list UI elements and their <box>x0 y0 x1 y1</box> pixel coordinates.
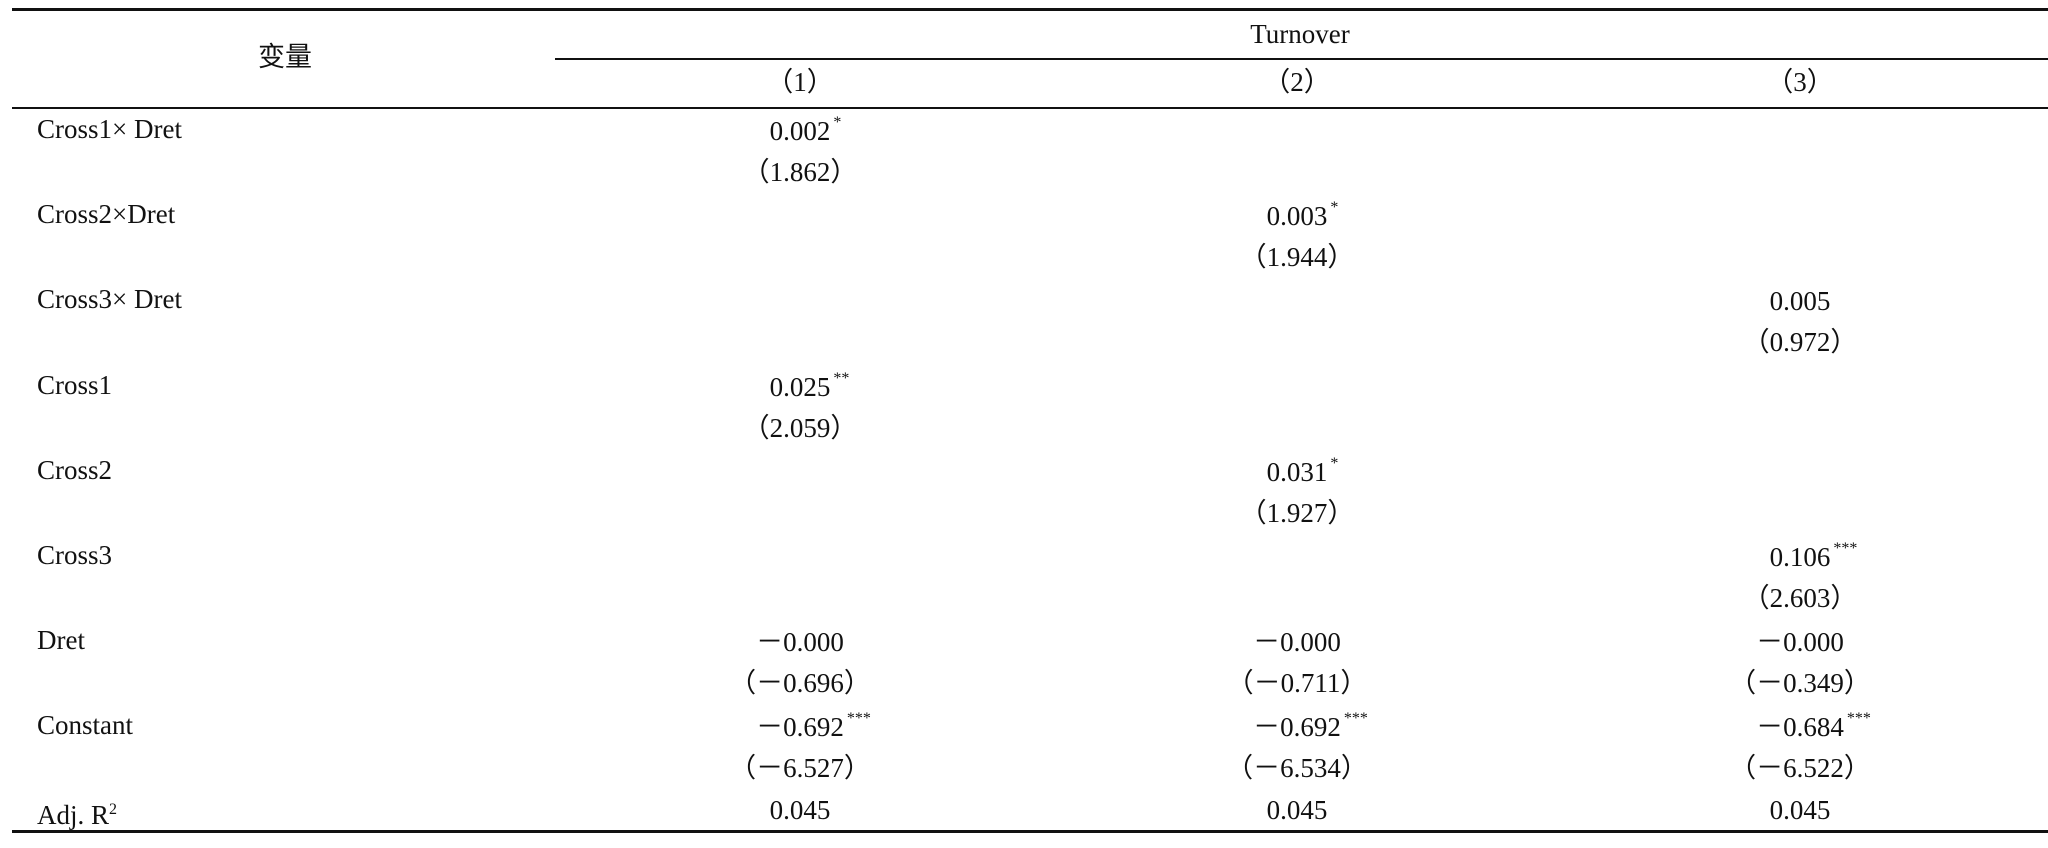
t-statistic: （2.059） <box>742 412 858 443</box>
superscript: 2 <box>109 801 118 818</box>
significance-stars: ** <box>833 369 850 387</box>
coefficient: 0.025 ** <box>770 370 850 402</box>
coefficient: －0.000 <box>756 627 844 658</box>
row-label: Constant <box>37 710 134 741</box>
coefficient: －0.692 *** <box>756 710 871 742</box>
t-statistic: （1.944） <box>1239 242 1355 273</box>
top-rule <box>12 8 2048 11</box>
coefficient: 0.031 * <box>1267 455 1339 487</box>
group-header: Turnover <box>1250 19 1350 49</box>
variable-header: 变量 <box>258 42 312 72</box>
significance-stars: * <box>833 114 842 131</box>
row-label: Dret <box>37 625 85 656</box>
significance-stars: * <box>1330 199 1339 217</box>
row-label: Cross1 <box>37 369 113 400</box>
t-statistic: （0.972） <box>1742 327 1858 358</box>
t-statistic: （1.862） <box>742 157 858 187</box>
t-statistic: （2.603） <box>1742 583 1858 613</box>
group-rule <box>555 58 2048 60</box>
row-label: Cross1× Dret <box>37 114 182 144</box>
significance-stars: *** <box>1846 710 1871 728</box>
coefficient: －0.000 <box>1756 627 1844 658</box>
t-statistic: （－6.534） <box>1226 753 1368 784</box>
column-header: （1） <box>766 67 834 97</box>
row-label: Cross3× Dret <box>37 284 182 315</box>
t-statistic: （－0.696） <box>729 668 871 699</box>
coefficient: 0.106 *** <box>1770 540 1858 572</box>
adj-r2-value: 0.045 <box>1769 795 1831 825</box>
coefficient: 0.005 <box>1769 286 1831 317</box>
t-statistic: （－6.527） <box>729 753 871 784</box>
t-statistic: （－0.711） <box>1226 668 1368 699</box>
column-header: （2） <box>1263 67 1331 97</box>
header-rule <box>12 107 2048 109</box>
row-label: Cross2 <box>37 454 113 485</box>
t-statistic: （－0.349） <box>1729 668 1871 699</box>
column-header: （3） <box>1766 67 1834 97</box>
row-label: Adj. R2 <box>37 800 118 830</box>
adj-r2-value: 0.045 <box>1266 795 1328 825</box>
row-label: Cross2×Dret <box>37 199 176 230</box>
bottom-rule <box>12 830 2048 833</box>
significance-stars: * <box>1330 454 1339 472</box>
significance-stars: *** <box>846 710 871 728</box>
significance-stars: *** <box>1833 540 1858 557</box>
coefficient: －0.684 *** <box>1756 710 1871 742</box>
coefficient: －0.692 *** <box>1253 710 1368 742</box>
adj-r2-value: 0.045 <box>769 795 831 825</box>
row-label: Cross3 <box>37 540 113 570</box>
coefficient: －0.000 <box>1253 627 1341 658</box>
t-statistic: （1.927） <box>1239 497 1355 528</box>
significance-stars: *** <box>1343 710 1368 728</box>
coefficient: 0.002 * <box>770 114 842 146</box>
t-statistic: （－6.522） <box>1729 753 1871 784</box>
coefficient: 0.003 * <box>1267 199 1339 231</box>
